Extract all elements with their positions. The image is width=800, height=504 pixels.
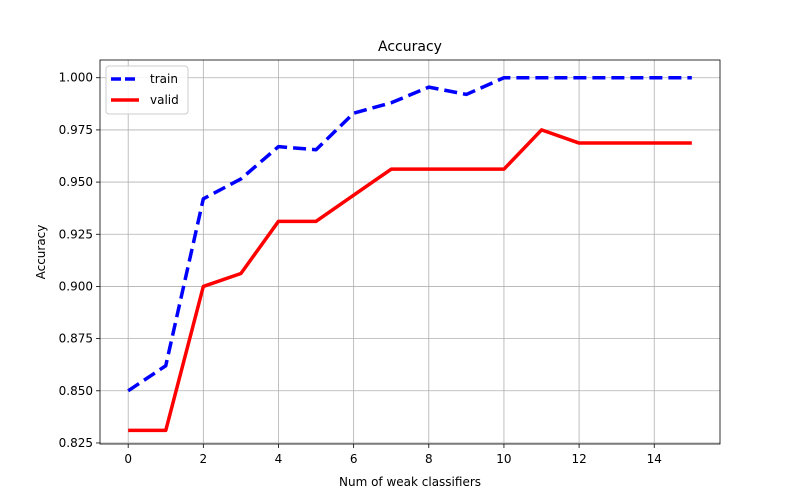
x-tick-label: 0 — [124, 452, 132, 466]
legend: train valid — [105, 65, 189, 115]
legend-label-train: train — [150, 72, 178, 86]
y-tick-label: 1.000 — [59, 71, 93, 85]
x-axis-ticks: 0 2 4 6 8 10 12 14 — [124, 444, 662, 466]
x-axis-label: Num of weak classifiers — [339, 475, 481, 489]
y-tick-label: 0.825 — [59, 436, 93, 450]
x-tick-label: 4 — [275, 452, 283, 466]
chart-title: Accuracy — [378, 39, 442, 55]
y-tick-label: 0.925 — [59, 227, 93, 241]
x-tick-label: 12 — [571, 452, 586, 466]
grid-lines — [100, 60, 720, 444]
x-tick-label: 10 — [496, 452, 511, 466]
series-line-train — [127, 75, 692, 393]
y-tick-label: 0.850 — [59, 384, 93, 398]
series-lines — [127, 75, 692, 433]
x-tick-label: 6 — [350, 452, 358, 466]
series-line-valid — [128, 128, 692, 433]
y-tick-label: 0.900 — [59, 279, 93, 293]
y-tick-label: 0.875 — [59, 332, 93, 346]
x-tick-label: 2 — [200, 452, 208, 466]
y-tick-label: 0.975 — [59, 123, 93, 137]
y-axis-ticks: 0.825 0.850 0.875 0.900 0.925 0.950 0.975 1.000 — [59, 71, 100, 450]
y-axis-label: Accuracy — [34, 225, 48, 280]
y-tick-label: 0.950 — [59, 175, 93, 189]
plot-area-frame — [99, 59, 721, 445]
legend-label-valid: valid — [150, 93, 179, 107]
x-tick-label: 8 — [425, 452, 433, 466]
x-tick-label: 14 — [647, 452, 662, 466]
